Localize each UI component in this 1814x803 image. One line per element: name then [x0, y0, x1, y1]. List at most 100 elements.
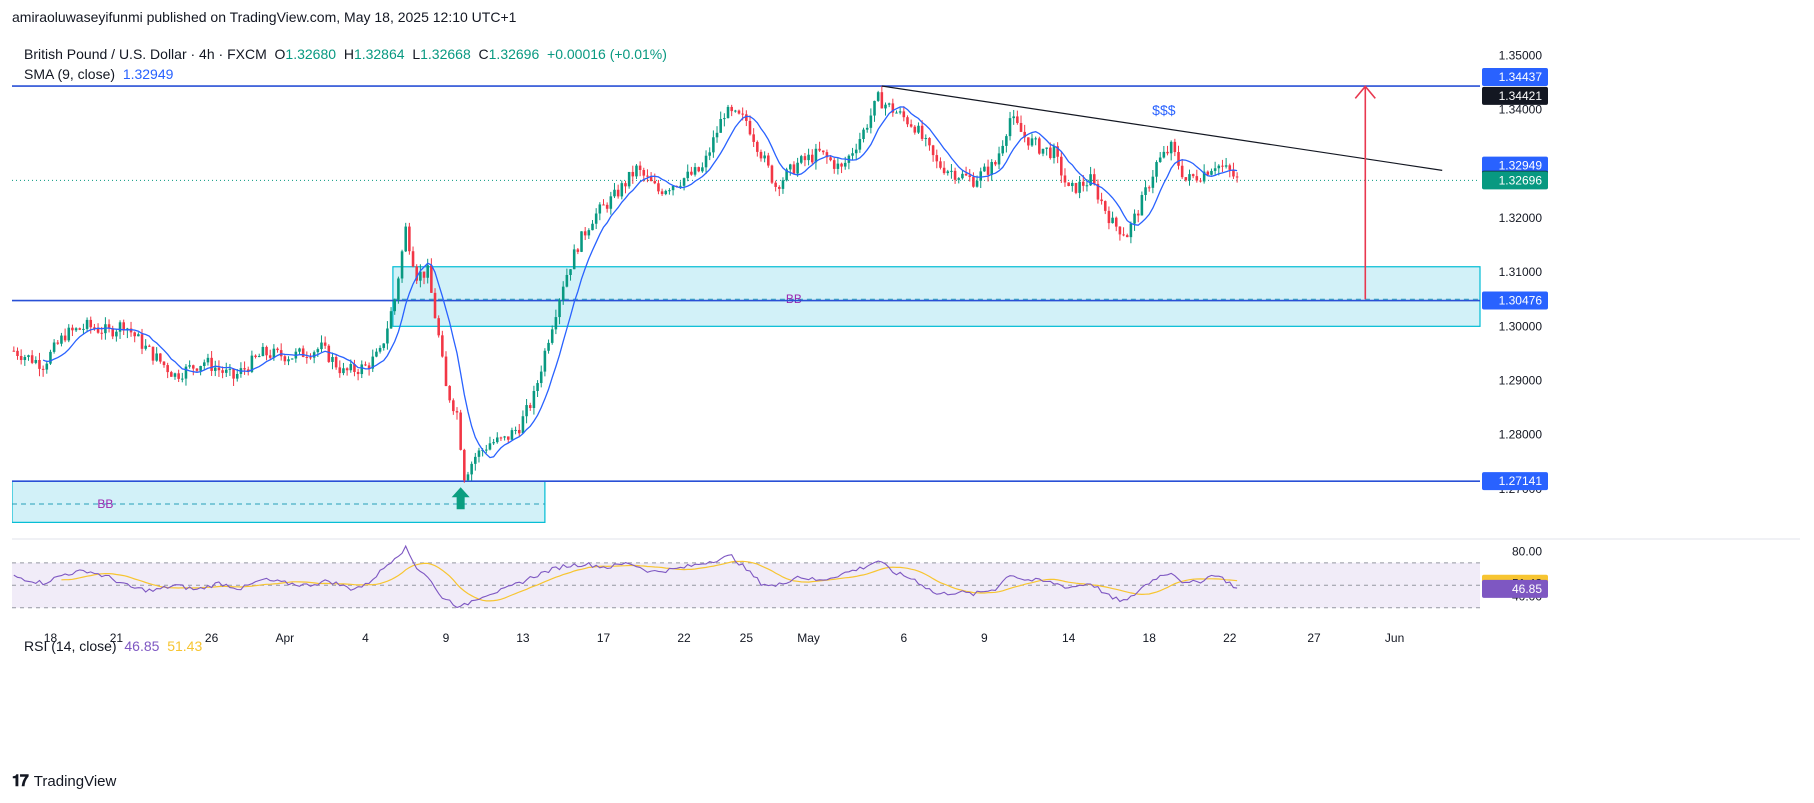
candle-body [503, 436, 506, 438]
candle-body [257, 356, 261, 358]
candle-body [1081, 181, 1085, 186]
candle-body [961, 173, 964, 179]
candle-body [1191, 174, 1195, 177]
price-label-text: 1.32696 [1499, 173, 1543, 187]
sma-line [42, 106, 1238, 459]
candle-body [268, 355, 272, 358]
candle-body [1023, 131, 1026, 138]
candle-body [880, 92, 884, 109]
candle-body [181, 378, 184, 380]
up-arrow-icon [451, 487, 470, 510]
candle-body [510, 430, 514, 440]
candle-body [386, 328, 389, 344]
candle-body [133, 332, 136, 337]
candle-body [1206, 171, 1210, 175]
candle-body [1111, 217, 1114, 224]
candle-body [986, 166, 990, 175]
time-tick-label: 18 [1143, 631, 1157, 645]
tradingview-logo-icon: 𝟏𝟕 [12, 773, 29, 790]
candle-body [488, 443, 492, 450]
symbol-title[interactable]: British Pound / U.S. Dollar · 4h · FXCM [24, 46, 267, 62]
time-tick-label: 6 [900, 631, 907, 645]
candle-body [74, 328, 78, 331]
price-label-text: 1.34421 [1499, 89, 1543, 103]
candle-body [287, 359, 290, 362]
candle-body [605, 204, 609, 209]
candle-body [591, 223, 594, 231]
candle-body [668, 190, 671, 192]
candle-body [323, 342, 327, 346]
candle-body [832, 160, 836, 169]
price-label-box [1482, 68, 1548, 87]
price-chart-svg[interactable]: BB BB $$$ 1.35000 1.34000 1.32000 1.31000 1.300… [11, 34, 1800, 764]
price-label-text: 1.30476 [1499, 294, 1543, 308]
sma-label[interactable]: SMA (9, close) [24, 66, 116, 82]
candle-body [283, 356, 287, 362]
candle-body [378, 347, 382, 352]
demand-zone-1 [11, 480, 546, 523]
candle-body [946, 171, 950, 174]
candle-body [778, 186, 781, 189]
tradingview-footer[interactable]: 𝟏𝟕 TradingView [12, 770, 116, 794]
candle-body [712, 137, 715, 153]
candle-body [1151, 176, 1155, 188]
candle-body [261, 346, 265, 357]
candle-body [254, 355, 257, 358]
candle-body [1078, 181, 1081, 193]
candle-body [1092, 174, 1096, 184]
candle-body [1202, 171, 1206, 182]
candle-body [528, 405, 532, 408]
candle-body [836, 163, 840, 169]
candle-body [408, 226, 411, 252]
candle-body [902, 111, 906, 118]
zone-label-lower: BB [97, 497, 113, 511]
candle-body [1005, 136, 1008, 146]
candle-body [1140, 194, 1144, 216]
candle-body [715, 132, 719, 138]
candle-body [1100, 199, 1103, 202]
candle-body [539, 371, 543, 384]
candle-body [1169, 141, 1173, 154]
candle-body [550, 329, 554, 343]
candle-body [426, 265, 429, 278]
candle-body [250, 355, 254, 372]
candle-body [1045, 147, 1048, 149]
candle-body [166, 365, 169, 373]
candle-body [470, 463, 473, 475]
candle-body [781, 180, 785, 189]
candle-body [737, 110, 741, 114]
candle-body [613, 189, 616, 197]
candle-body [840, 163, 843, 167]
candle-body [1213, 168, 1217, 171]
candle-body [148, 345, 151, 347]
candle-body [188, 365, 191, 367]
candle-body [353, 364, 356, 372]
candle-body [554, 317, 558, 330]
candle-body [155, 353, 158, 361]
candle-body [45, 363, 49, 370]
candle-body [627, 171, 631, 187]
chart-area[interactable]: BB BB $$$ 1.35000 1.34000 1.32000 1.31000 1.300… [11, 34, 1800, 764]
candle-body [843, 162, 847, 167]
candle-body [170, 372, 173, 377]
candle-body [876, 92, 880, 101]
candle-body [1114, 217, 1118, 227]
candle-body [1103, 201, 1107, 211]
candle-body [430, 265, 433, 293]
candle-body [869, 115, 873, 128]
price-tick-label: 1.28000 [1499, 428, 1543, 442]
open-label: O [274, 46, 286, 62]
rsi-label[interactable]: RSI (14, close) [24, 638, 117, 654]
candle-body [730, 106, 733, 112]
candle-body [89, 319, 93, 328]
price-label-text: 1.27141 [1499, 474, 1543, 488]
price-label-box [1482, 171, 1548, 190]
candle-body [865, 127, 869, 130]
candle-body [316, 349, 320, 353]
candle-body [371, 356, 375, 369]
rsi-tick-label: 80.00 [1512, 545, 1542, 559]
time-tick-label: 22 [1223, 631, 1237, 645]
candle-body [1071, 182, 1074, 187]
candle-body [547, 342, 550, 351]
rsi-value: 46.85 [124, 638, 160, 654]
